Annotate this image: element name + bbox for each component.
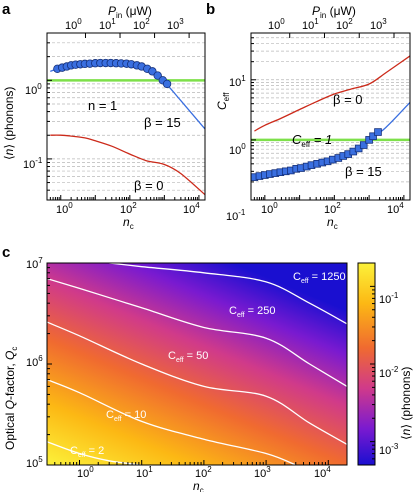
contour-line-4: [109, 263, 347, 325]
heatmap-field: [47, 263, 347, 465]
a-y-tick-m1: 10-1: [23, 156, 43, 171]
b-annot-beta0: β = 0: [333, 92, 363, 107]
panel-c-letter: c: [2, 244, 10, 261]
heatmap-contours: [47, 263, 347, 465]
contour-line-0: [47, 441, 142, 465]
panel-b-letter: b: [206, 1, 215, 18]
contour-line-3: [47, 277, 347, 387]
cb-tick-m2: 10-2: [379, 365, 399, 380]
b-ylabel: Ceff: [215, 92, 231, 110]
colorbar-ticks: [370, 285, 375, 460]
c-y-tick-5: 105: [26, 455, 43, 470]
cb-tick-m1: 10-1: [379, 291, 399, 306]
c-xlabel: nc: [193, 479, 204, 492]
a-x-tick-0: 100: [56, 201, 73, 216]
series-line-1: [50, 134, 205, 196]
b-xlabel: nc: [327, 215, 338, 231]
panel-a-plot: [47, 58, 205, 196]
contour-line-1: [47, 378, 297, 465]
a-top-tick-1: 101: [99, 17, 116, 32]
b-top-tick-3: 103: [370, 17, 387, 32]
panel-b-ticks: [251, 33, 405, 200]
c-y-tick-7: 107: [26, 256, 43, 271]
panel-a: a Pin (μW) 100 102 104 100 101 102 103 1…: [2, 1, 206, 231]
colorbar-label: ⟨n⟩ (phonons): [399, 367, 413, 440]
a-ylabel: ⟨n⟩ (phonons): [2, 87, 16, 160]
a-x-tick-4: 104: [183, 201, 200, 216]
data-point: [162, 79, 172, 89]
c-ylabel: Optical Q-factor, Qc: [3, 347, 19, 450]
contour-label-250: Ceff = 250: [229, 305, 276, 319]
b-x-tick-2: 102: [324, 201, 341, 216]
panel-a-frame: [46, 32, 206, 201]
c-y-tick-6: 106: [26, 354, 43, 369]
a-annot-beta0: β = 0: [134, 178, 164, 193]
panel-b: b Pin (μW) 100 102 104 100 101 102 103 1…: [206, 1, 411, 231]
b-top-tick-1: 101: [302, 17, 319, 32]
contour-line-2: [47, 321, 347, 445]
b-y-tick-1: 101: [229, 74, 246, 89]
a-top-tick-2: 102: [133, 17, 150, 32]
panel-a-ticks: [47, 33, 200, 200]
c-x-tick-1: 101: [136, 465, 153, 480]
a-top-tick-0: 100: [65, 17, 82, 32]
panel-c: c 100 101 102 103 104 107 106 105 nc Opt…: [2, 244, 413, 492]
cb-tick-m3: 10-3: [379, 442, 399, 457]
panel-a-letter: a: [2, 1, 11, 18]
c-x-tick-4: 104: [314, 465, 331, 480]
b-annot-ceff: Ceff = 1: [292, 132, 332, 149]
data-point: [359, 141, 368, 149]
b-y-tick-m1: 10-1: [226, 208, 246, 223]
contour-label-10: Ceff = 10: [106, 409, 146, 423]
data-point: [153, 71, 162, 80]
data-point: [369, 132, 377, 141]
a-annot-beta15: β = 15: [144, 115, 181, 130]
b-y-tick-0: 100: [229, 142, 246, 157]
c-x-tick-3: 103: [254, 465, 271, 480]
panel-b-top-xlabel: Pin (μW): [312, 4, 356, 20]
data-point: [374, 128, 382, 136]
b-x-tick-0: 100: [261, 201, 278, 216]
series-line-0: [50, 62, 205, 130]
a-y-tick-0: 100: [25, 82, 42, 97]
panel-a-top-xlabel: Pin (μW): [108, 4, 152, 20]
c-x-tick-2: 102: [195, 465, 212, 480]
a-annot-n1: n = 1: [88, 98, 117, 113]
b-top-tick-2: 102: [336, 17, 353, 32]
series-line-0: [254, 55, 410, 132]
a-top-tick-3: 103: [167, 17, 184, 32]
b-annot-beta15: β = 15: [345, 164, 382, 179]
b-x-tick-4: 104: [387, 201, 404, 216]
panel-c-ticks: [46, 267, 329, 465]
contour-label-2: Ceff = 2: [70, 445, 104, 459]
c-x-tick-0: 100: [77, 465, 94, 480]
panel-b-plot: [251, 55, 410, 181]
a-x-tick-2: 102: [120, 201, 137, 216]
contour-label-1250: Ceff = 1250: [293, 271, 346, 285]
contour-label-50: Ceff = 50: [168, 350, 208, 364]
b-top-tick-0: 100: [268, 17, 285, 32]
a-xlabel: nc: [123, 215, 134, 231]
